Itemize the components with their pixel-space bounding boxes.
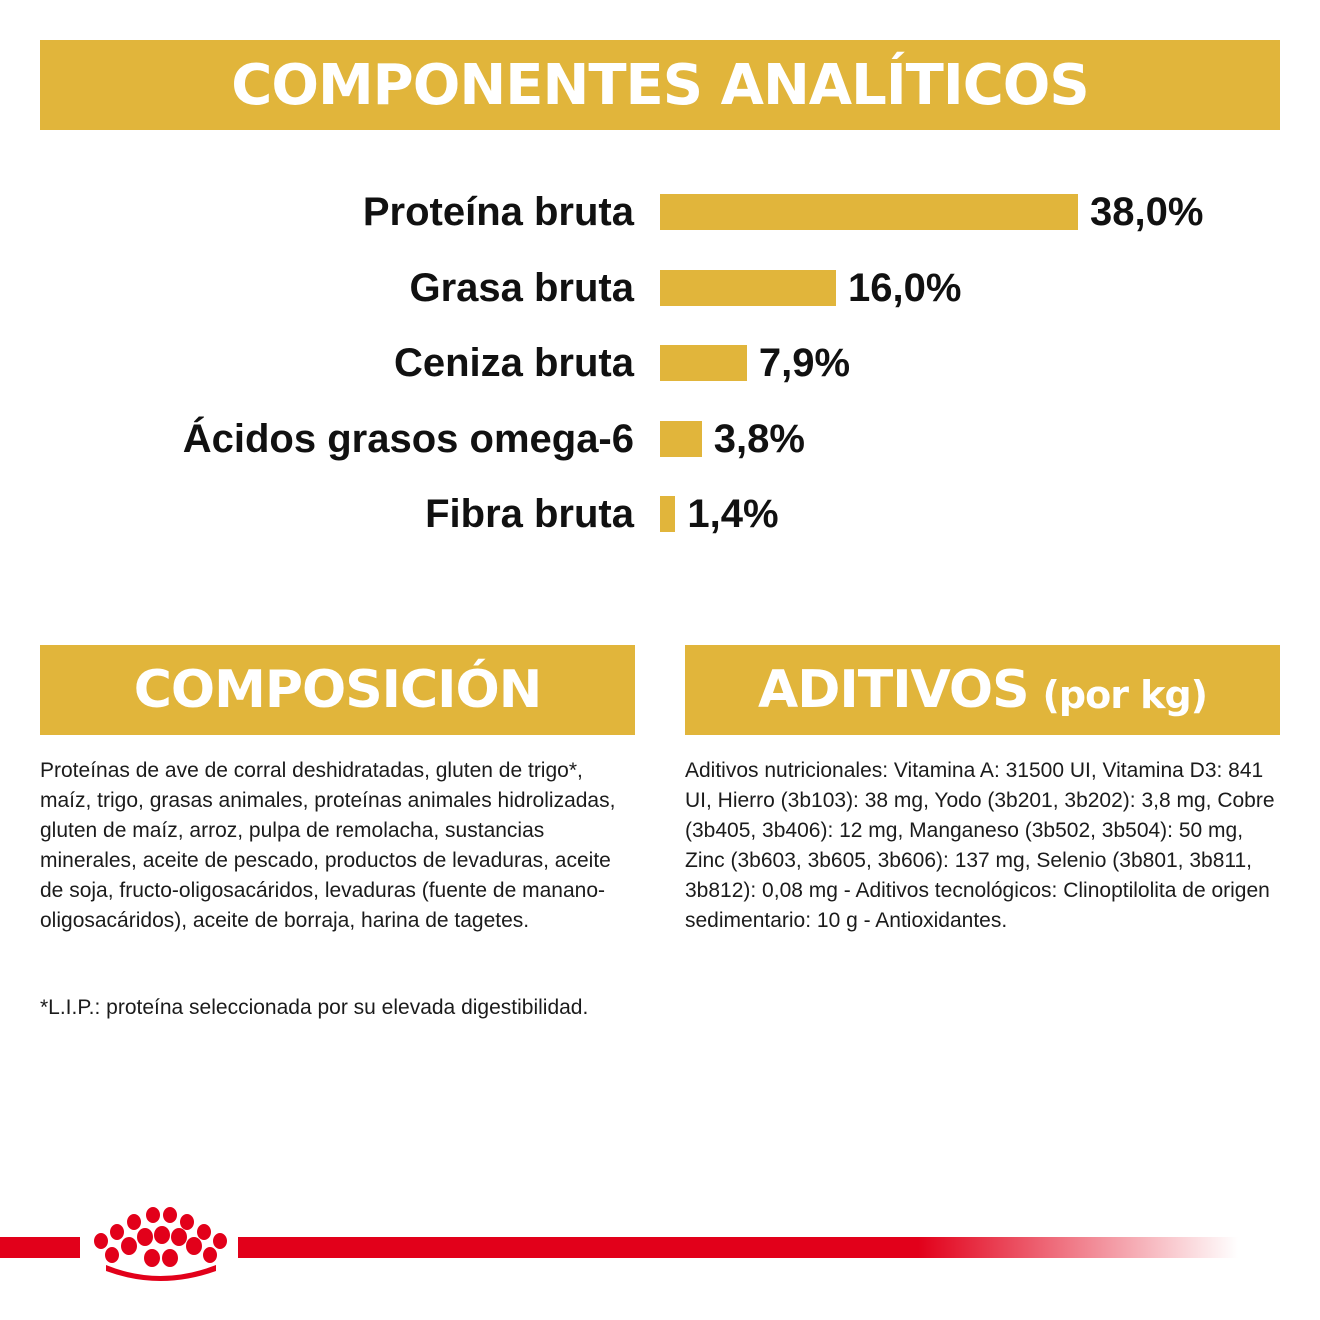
bar-value-label: 7,9% (758, 341, 851, 385)
bar (660, 420, 702, 457)
brand-line-left (0, 1237, 80, 1258)
bar-label: Grasa bruta (409, 265, 634, 310)
crown-icon (94, 1207, 227, 1281)
additives-title: ADITIVOS (757, 660, 1030, 720)
bar-value-label: 38,0% (1090, 190, 1204, 234)
composition-title: COMPOSICIÓN (133, 660, 542, 720)
additives-banner: ADITIVOS (por kg) (685, 645, 1280, 735)
composition-text: Proteínas de ave de corral deshidratadas… (40, 759, 616, 932)
composition-footnote: *L.I.P.: proteína seleccionada por su el… (40, 996, 589, 1019)
bar-label: Proteína bruta (362, 190, 634, 234)
bar-label: Ceniza bruta (393, 341, 634, 385)
bar-value-label: 1,4% (687, 492, 779, 536)
analytical-components-banner: COMPONENTES ANALÍTICOS (40, 40, 1280, 130)
brand-line-right (238, 1237, 1238, 1258)
bar-value-label: 16,0% (848, 265, 962, 310)
additives-subtitle: (por kg) (1042, 673, 1208, 717)
additives-text: Aditivos nutricionales: Vitamina A: 3150… (685, 759, 1275, 932)
composition-banner: COMPOSICIÓN (40, 645, 635, 735)
bar-value-label: 3,8% (713, 416, 805, 461)
bar (660, 269, 836, 306)
bar-label: Fibra bruta (425, 492, 634, 536)
bar (660, 345, 747, 381)
analytical-components-title: COMPONENTES ANALÍTICOS (231, 52, 1089, 118)
bar-label: Ácidos grasos omega-6 (182, 416, 634, 461)
bar (660, 496, 676, 532)
bar (660, 194, 1078, 230)
